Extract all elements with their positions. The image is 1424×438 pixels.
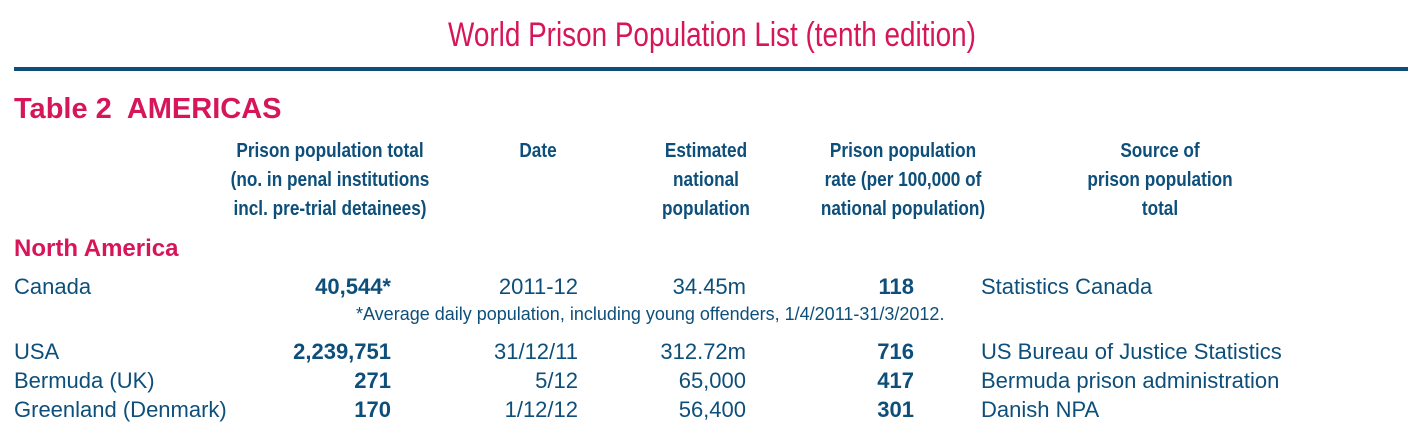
column-header-line: total bbox=[1141, 198, 1179, 220]
total-cell: 271 bbox=[354, 368, 391, 393]
source-cell: Statistics Canada bbox=[981, 274, 1153, 299]
country-cell: USA bbox=[14, 339, 60, 364]
column-header-line: (no. in penal institutions bbox=[230, 169, 430, 191]
population-cell: 34.45m bbox=[672, 274, 746, 299]
table-row: Canada 40,544* 2011-12 34.45m 118 Statis… bbox=[0, 274, 1424, 304]
total-cell: 170 bbox=[354, 397, 391, 422]
region-heading: North America bbox=[14, 235, 179, 262]
date-cell: 5/12 bbox=[535, 368, 578, 393]
column-header-rate: Prison population rate (per 100,000 of n… bbox=[800, 137, 1006, 224]
title-divider bbox=[14, 67, 1408, 71]
column-header-line: rate (per 100,000 of bbox=[824, 169, 982, 191]
country-cell: Bermuda (UK) bbox=[14, 368, 155, 393]
column-header-line: population bbox=[662, 198, 750, 220]
footnote: *Average daily population, including you… bbox=[356, 304, 945, 324]
rate-cell: 118 bbox=[878, 274, 915, 299]
population-cell: 65,000 bbox=[678, 368, 746, 393]
country-cell: Canada bbox=[14, 274, 92, 299]
column-header-line: Estimated bbox=[664, 140, 748, 162]
column-header-date: Date bbox=[486, 137, 589, 166]
column-header-line: Source of bbox=[1120, 140, 1200, 162]
table-row: USA 2,239,751 31/12/11 312.72m 716 US Bu… bbox=[0, 339, 1424, 369]
source-cell: US Bureau of Justice Statistics bbox=[981, 339, 1282, 364]
total-cell: 40,544* bbox=[315, 274, 391, 299]
table-row: Bermuda (UK) 271 5/12 65,000 417 Bermuda… bbox=[0, 368, 1424, 398]
column-header-line: prison population bbox=[1087, 169, 1233, 191]
total-cell: 2,239,751 bbox=[293, 339, 391, 364]
rate-cell: 301 bbox=[877, 397, 914, 422]
date-cell: 31/12/11 bbox=[493, 339, 578, 364]
column-header-line: national population) bbox=[820, 198, 986, 220]
column-header-line: Date bbox=[519, 140, 557, 162]
date-cell: 1/12/12 bbox=[504, 397, 578, 422]
column-header-line: Prison population bbox=[829, 140, 977, 162]
column-header-line: national bbox=[673, 169, 739, 191]
population-cell: 312.72m bbox=[660, 339, 746, 364]
date-cell: 2011-12 bbox=[498, 274, 578, 299]
document-title: World Prison Population List (tenth edit… bbox=[448, 16, 976, 54]
column-header-line: incl. pre-trial detainees) bbox=[233, 198, 427, 220]
table-heading: Table 2 AMERICAS bbox=[14, 93, 282, 125]
source-cell: Danish NPA bbox=[981, 397, 1100, 422]
country-cell: Greenland (Denmark) bbox=[14, 397, 227, 422]
column-header-total: Prison population total (no. in penal in… bbox=[192, 137, 467, 224]
population-cell: 56,400 bbox=[678, 397, 746, 422]
table-row: Greenland (Denmark) 170 1/12/12 56,400 3… bbox=[0, 397, 1424, 427]
column-header-source: Source of prison population total bbox=[1057, 137, 1263, 224]
rate-cell: 716 bbox=[877, 339, 914, 364]
source-cell: Bermuda prison administration bbox=[981, 368, 1280, 393]
column-header-line: Prison population total bbox=[236, 140, 424, 162]
column-header-population: Estimated national population bbox=[637, 137, 775, 224]
rate-cell: 417 bbox=[877, 368, 914, 393]
